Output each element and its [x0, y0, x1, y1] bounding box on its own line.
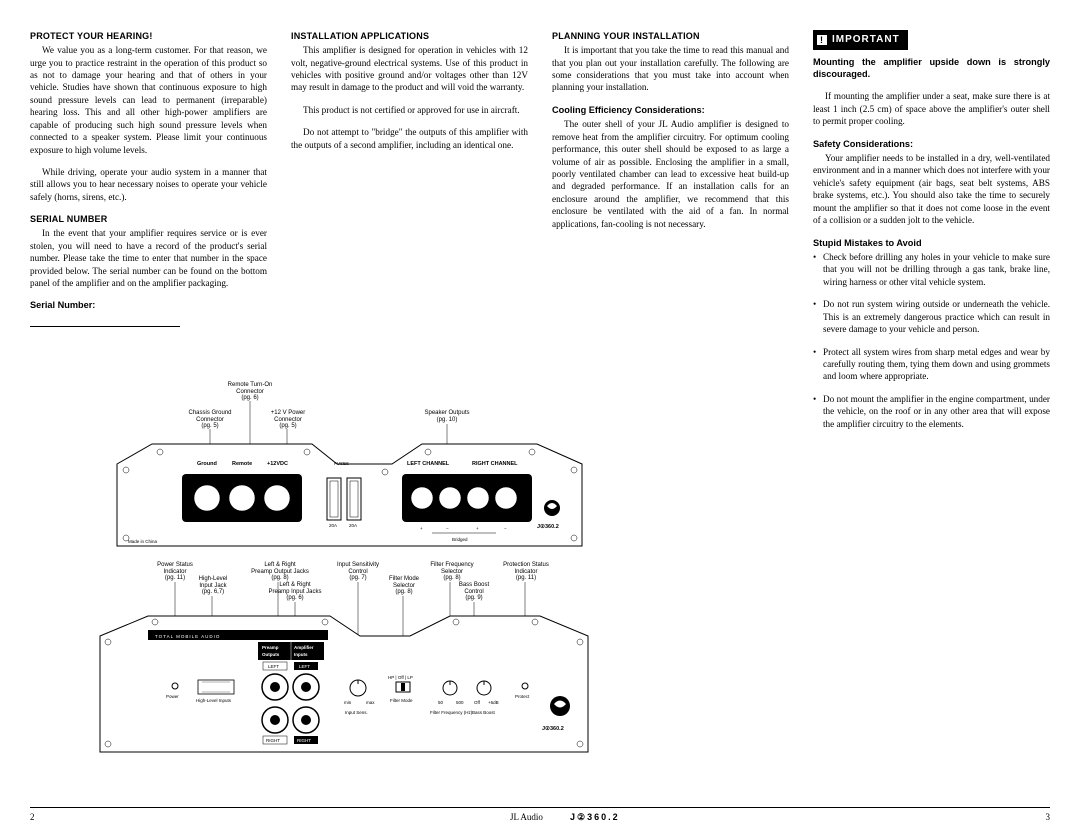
- svg-text:Inputs: Inputs: [294, 652, 308, 657]
- svg-text:−: −: [504, 526, 507, 531]
- svg-text:min: min: [344, 700, 352, 705]
- heading-serial: SERIAL NUMBER: [30, 213, 267, 225]
- important-badge: ! IMPORTANT: [813, 30, 908, 50]
- para-cool: The outer shell of your JL Audio amplifi…: [552, 118, 789, 230]
- svg-text:Bridged: Bridged: [452, 537, 468, 542]
- amp-top-diagram: Remote Turn-OnConnector(pg. 6) Chassis G…: [112, 396, 592, 546]
- svg-text:RIGHT CHANNEL: RIGHT CHANNEL: [472, 461, 518, 467]
- svg-text:Bass Boost: Bass Boost: [472, 710, 496, 715]
- svg-text:LEFT CHANNEL: LEFT CHANNEL: [407, 461, 450, 467]
- svg-text:500: 500: [456, 700, 464, 705]
- svg-text:20A: 20A: [349, 523, 357, 528]
- svg-text:Filter Frequency (Hz): Filter Frequency (Hz): [430, 710, 473, 715]
- svg-text:−: −: [446, 526, 449, 531]
- footer-jl: JL Audio: [510, 812, 543, 822]
- heading-plan: PLANNING YOUR INSTALLATION: [552, 30, 789, 42]
- svg-text:J②360.2: J②360.2: [537, 523, 559, 530]
- svg-text:RIGHT: RIGHT: [266, 738, 280, 743]
- amp-top-svg: + − + − Ground Remote +12VDC FUSES 20A 20A…: [112, 396, 592, 556]
- para-serial: In the event that your amplifier require…: [30, 227, 267, 289]
- svg-text:Made in China: Made in China: [128, 539, 158, 544]
- amp-bottom-svg: TOTAL MOBILE AUDIO Preamp Outputs Amplif…: [80, 562, 600, 772]
- svg-text:Remote: Remote: [232, 461, 252, 467]
- svg-text:+: +: [420, 526, 423, 531]
- svg-text:Outputs: Outputs: [262, 652, 280, 657]
- svg-text:Ground: Ground: [197, 461, 217, 467]
- svg-text:Filter Mode: Filter Mode: [390, 698, 413, 703]
- para-protect-2: While driving, operate your audio system…: [30, 166, 267, 203]
- svg-text:High-Level Inputs: High-Level Inputs: [196, 698, 232, 703]
- para-install-1: This amplifier is designed for operation…: [291, 44, 528, 94]
- para-install-3: Do not attempt to "bridge" the outputs o…: [291, 126, 528, 151]
- mistake-3: Protect all system wires from sharp meta…: [813, 346, 1050, 383]
- heading-safety: Safety Considerations:: [813, 138, 1050, 150]
- svg-text:FUSES: FUSES: [334, 461, 349, 466]
- svg-text:Protect: Protect: [515, 694, 530, 699]
- svg-text:Preamp: Preamp: [262, 645, 279, 650]
- svg-text:TOTAL MOBILE AUDIO: TOTAL MOBILE AUDIO: [155, 634, 220, 639]
- mistakes-list: Check before drilling any holes in your …: [813, 251, 1050, 430]
- diagram-zone: Remote Turn-OnConnector(pg. 6) Chassis G…: [80, 396, 600, 796]
- column-4: ! IMPORTANT Mounting the amplifier upsid…: [813, 30, 1050, 770]
- svg-text:Amplifier: Amplifier: [294, 645, 314, 650]
- serial-line: [30, 326, 180, 327]
- para-safety: Your amplifier needs to be installed in …: [813, 152, 1050, 227]
- para-plan: It is important that you take the time t…: [552, 44, 789, 94]
- exclaim-icon: !: [817, 35, 827, 45]
- heading-install: INSTALLATION APPLICATIONS: [291, 30, 528, 42]
- svg-text:Off: Off: [474, 700, 481, 705]
- page-left: 2: [30, 812, 35, 822]
- mistake-4: Do not mount the amplifier in the engine…: [813, 393, 1050, 430]
- svg-text:+12VDC: +12VDC: [267, 461, 288, 467]
- para-imp-1: Mounting the amplifier upside down is st…: [813, 56, 1050, 81]
- para-protect-1: We value you as a long-term customer. Fo…: [30, 44, 267, 156]
- svg-text:+: +: [476, 526, 479, 531]
- svg-text:RIGHT: RIGHT: [297, 738, 311, 743]
- svg-text:LEFT: LEFT: [299, 664, 310, 669]
- svg-text:J②360.2: J②360.2: [542, 725, 564, 732]
- amp-bottom-diagram: Power StatusIndicator(pg. 11) High-Level…: [80, 562, 560, 762]
- heading-cool: Cooling Efficiency Considerations:: [552, 104, 789, 116]
- serial-label: Serial Number:: [30, 299, 267, 311]
- mistake-2: Do not run system wiring outside or unde…: [813, 298, 1050, 335]
- para-imp-2: If mounting the amplifier under a seat, …: [813, 90, 1050, 127]
- important-label: IMPORTANT: [832, 33, 900, 47]
- svg-text:max: max: [366, 700, 375, 705]
- svg-text:50: 50: [438, 700, 444, 705]
- svg-text:LEFT: LEFT: [268, 664, 279, 669]
- page-right: 3: [1046, 812, 1051, 822]
- svg-text:Input Sens.: Input Sens.: [345, 710, 368, 715]
- footer-model: J②360.2: [570, 812, 620, 823]
- para-install-2: This product is not certified or approve…: [291, 104, 528, 116]
- footer: 2 JL Audio J②360.2 3: [30, 807, 1050, 822]
- mistake-1: Check before drilling any holes in your …: [813, 251, 1050, 288]
- heading-protect: PROTECT YOUR HEARING!: [30, 30, 267, 42]
- heading-stupid: Stupid Mistakes to Avoid: [813, 237, 1050, 249]
- svg-text:+6dB: +6dB: [488, 700, 499, 705]
- svg-text:Power: Power: [166, 694, 179, 699]
- svg-text:20A: 20A: [329, 523, 337, 528]
- svg-text:HP | Off | LP: HP | Off | LP: [388, 675, 413, 680]
